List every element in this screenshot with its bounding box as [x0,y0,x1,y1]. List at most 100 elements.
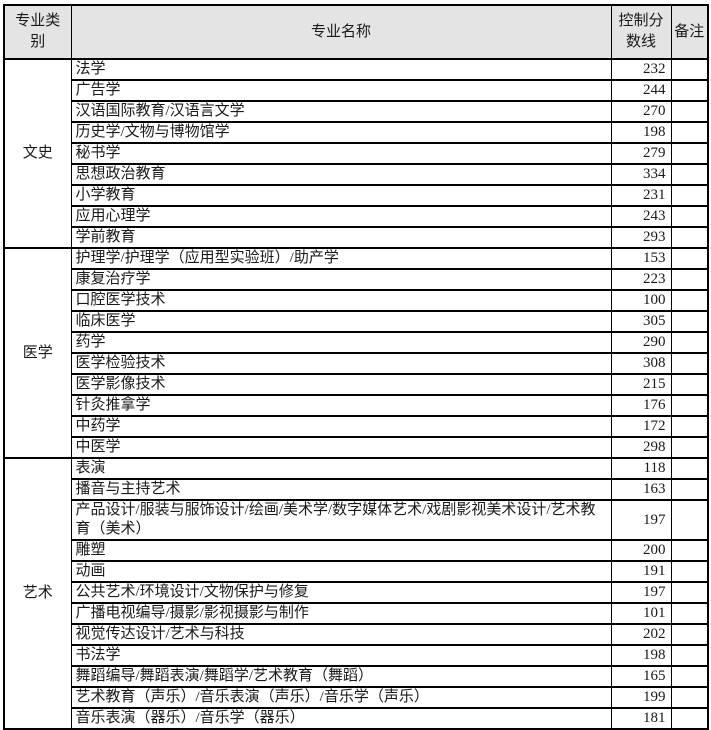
major-name-cell: 产品设计/服装与服饰设计/绘画/美术学/数字媒体艺术/戏剧影视美术设计/艺术教育… [70,499,612,541]
score-cell: 197 [610,581,672,604]
table-row: 学前教育 293 [4,226,709,249]
note-cell [670,373,709,396]
score-cell: 165 [610,665,672,688]
table-row: 艺术教育（声乐）/音乐表演（声乐）/音乐学（声乐） 199 [4,686,709,709]
table-row: 舞蹈编导/舞蹈表演/舞蹈学/艺术教育（舞蹈） 165 [4,665,709,688]
table-body: 文史 法学 232 广告学 244 汉语国际教育/汉语言文学 270 历史学/文物与博物馆学 1… [3,58,709,730]
major-name-cell: 护理学/护理学（应用型实验班）/助产学 [70,247,612,270]
table-row: 汉语国际教育/汉语言文学 270 [4,100,709,123]
table-row: 艺术 表演 118 [3,457,709,730]
major-name-cell: 应用心理学 [70,205,612,228]
note-cell [670,707,709,730]
category-cell: 艺术 [3,457,72,730]
score-cell: 223 [610,268,672,291]
note-cell [670,205,709,228]
major-name-cell: 学前教育 [70,226,612,249]
table-row: 临床医学 305 [4,310,709,333]
table-row: 康复治疗学 223 [4,268,709,291]
table-row: 书法学 198 [4,644,709,667]
table-row: 播音与主持艺术 163 [4,478,709,501]
note-cell [670,415,709,438]
table-row: 思想政治教育 334 [4,163,709,186]
note-cell [670,539,709,562]
major-name-cell: 艺术教育（声乐）/音乐表演（声乐）/音乐学（声乐） [70,686,612,709]
note-cell [670,499,709,541]
table-row: 公共艺术/环境设计/文物保护与修复 197 [4,581,709,604]
page: 专业类 别 专业名称 控制分 数线 备注 文史 法学 232 广告学 244 汉语国际教育… [0,4,711,730]
table-row: 应用心理学 243 [4,205,709,228]
major-name-cell: 中药学 [70,415,612,438]
score-cell: 243 [610,205,672,228]
score-cell: 181 [610,707,672,730]
score-cell: 200 [610,539,672,562]
major-name-cell: 动画 [70,560,612,583]
major-name-cell: 中医学 [70,436,612,459]
score-cell: 202 [610,623,672,646]
score-cell: 100 [610,289,672,312]
major-name-cell: 视觉传达设计/艺术与科技 [70,623,612,646]
score-cell: 334 [610,163,672,186]
note-cell [670,352,709,375]
table-row: 雕塑 200 [4,539,709,562]
table-row: 中医学 298 [4,436,709,459]
score-cell: 305 [610,310,672,333]
major-name-cell: 口腔医学技术 [70,289,612,312]
score-cell: 198 [610,644,672,667]
major-name-cell: 药学 [70,331,612,354]
note-cell [670,331,709,354]
score-cell: 232 [610,58,672,81]
score-cell: 172 [610,415,672,438]
note-cell [670,457,709,480]
score-table: 专业类 别 专业名称 控制分 数线 备注 文史 法学 232 广告学 244 汉语国际教育… [3,4,709,730]
note-cell [670,247,709,270]
note-cell [670,310,709,333]
note-cell [670,184,709,207]
major-name-cell: 临床医学 [70,310,612,333]
table-row: 中药学 172 [4,415,709,438]
note-cell [670,686,709,709]
note-cell [670,268,709,291]
table-row: 口腔医学技术 100 [4,289,709,312]
major-name-cell: 广播电视编导/摄影/影视摄影与制作 [70,602,612,625]
table-row: 秘书学 279 [4,142,709,165]
note-cell [670,478,709,501]
score-cell: 270 [610,100,672,123]
score-cell: 293 [610,226,672,249]
major-name-cell: 书法学 [70,644,612,667]
col-header-score: 控制分 数线 [610,4,672,60]
major-name-cell: 雕塑 [70,539,612,562]
category-cell: 医学 [3,247,72,459]
table-row: 音乐表演（器乐）/音乐学（器乐） 181 [4,707,709,730]
major-name-cell: 历史学/文物与博物馆学 [70,121,612,144]
score-cell: 101 [610,602,672,625]
score-cell: 199 [610,686,672,709]
major-name-cell: 医学检验技术 [70,352,612,375]
table-row: 产品设计/服装与服饰设计/绘画/美术学/数字媒体艺术/戏剧影视美术设计/艺术教育… [4,499,709,541]
note-cell [670,289,709,312]
note-cell [670,644,709,667]
note-cell [670,58,709,81]
table-row: 历史学/文物与博物馆学 198 [4,121,709,144]
major-name-cell: 广告学 [70,79,612,102]
major-name-cell: 思想政治教育 [70,163,612,186]
note-cell [670,121,709,144]
score-cell: 290 [610,331,672,354]
table-row: 动画 191 [4,560,709,583]
score-cell: 279 [610,142,672,165]
note-cell [670,436,709,459]
note-cell [670,581,709,604]
note-cell [670,623,709,646]
table-row: 文史 法学 232 [3,58,709,249]
score-cell: 298 [610,436,672,459]
note-cell [670,226,709,249]
score-cell: 163 [610,478,672,501]
score-cell: 153 [610,247,672,270]
note-cell [670,394,709,417]
note-cell [670,142,709,165]
col-header-category: 专业类 别 [3,4,72,60]
major-name-cell: 小学教育 [70,184,612,207]
category-cell: 文史 [3,58,72,249]
table-row: 医学影像技术 215 [4,373,709,396]
note-cell [670,665,709,688]
table-row: 药学 290 [4,331,709,354]
